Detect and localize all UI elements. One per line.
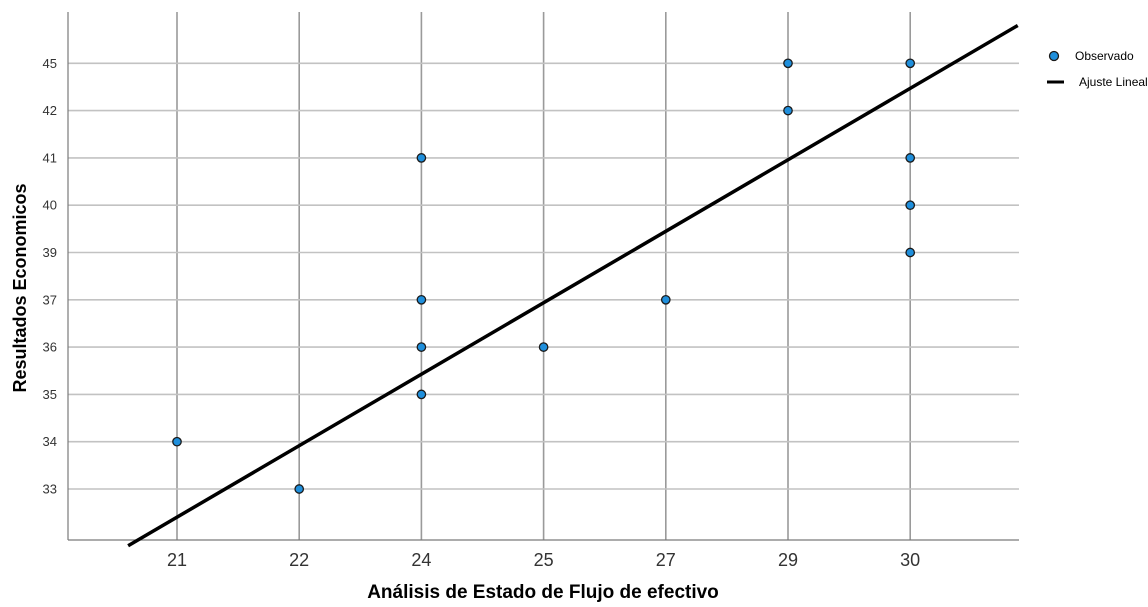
y-tick-label-33: 33 (43, 482, 57, 497)
x-tick-label-21: 21 (167, 550, 187, 570)
y-tick-label-39: 39 (43, 245, 57, 260)
data-point-24-36 (416, 342, 427, 352)
data-point-21-34 (172, 436, 182, 447)
y-tick-label-40: 40 (43, 198, 57, 213)
y-tick-label-37: 37 (43, 292, 57, 307)
y-tick-label-35: 35 (43, 387, 57, 402)
data-point-29-42 (783, 105, 793, 116)
y-tick-label-42: 42 (43, 103, 57, 118)
grid-lines (68, 12, 1019, 540)
x-tick-labels: 21 22 24 25 27 29 30 (167, 550, 920, 570)
data-point-27-37 (660, 294, 671, 305)
data-point-29-45 (783, 58, 793, 69)
data-point-30-41 (905, 153, 916, 163)
x-tick-label-27: 27 (656, 550, 676, 570)
data-point-30-40 (905, 200, 916, 211)
y-tick-label-41: 41 (43, 150, 57, 165)
legend-label-observado: Observado (1075, 49, 1134, 63)
fit-line-layer (127, 23, 1019, 548)
x-axis-title: Análisis de Estado de Flujo de efectivo (367, 582, 719, 603)
legend-marker-observado (1048, 50, 1060, 62)
legend: Observado Ajuste Lineal (1047, 49, 1148, 89)
y-tick-label-45: 45 (43, 56, 57, 71)
data-point-22-33 (294, 484, 305, 494)
data-point-24-37 (416, 294, 427, 305)
legend-label-ajuste-lineal: Ajuste Lineal (1079, 75, 1148, 89)
x-tick-label-24: 24 (411, 550, 431, 570)
y-tick-label-34: 34 (43, 434, 57, 449)
points-layer (172, 58, 916, 494)
x-tick-label-25: 25 (534, 550, 554, 570)
fit-line-ajuste-lineal (127, 23, 1019, 548)
y-tick-labels: 33 34 35 36 37 39 40 41 42 45 (43, 56, 57, 497)
data-point-24-35 (416, 389, 427, 400)
data-point-24-41 (416, 153, 427, 163)
data-point-25-36 (538, 342, 549, 352)
data-point-30-39 (905, 247, 916, 258)
y-tick-label-36: 36 (43, 340, 57, 355)
x-tick-label-30: 30 (900, 550, 920, 570)
axes (67, 12, 1019, 541)
x-tick-label-29: 29 (778, 550, 798, 570)
x-tick-label-22: 22 (289, 550, 309, 570)
y-axis-title: Resultados Economicos (10, 183, 30, 392)
data-point-30-45 (905, 58, 916, 69)
